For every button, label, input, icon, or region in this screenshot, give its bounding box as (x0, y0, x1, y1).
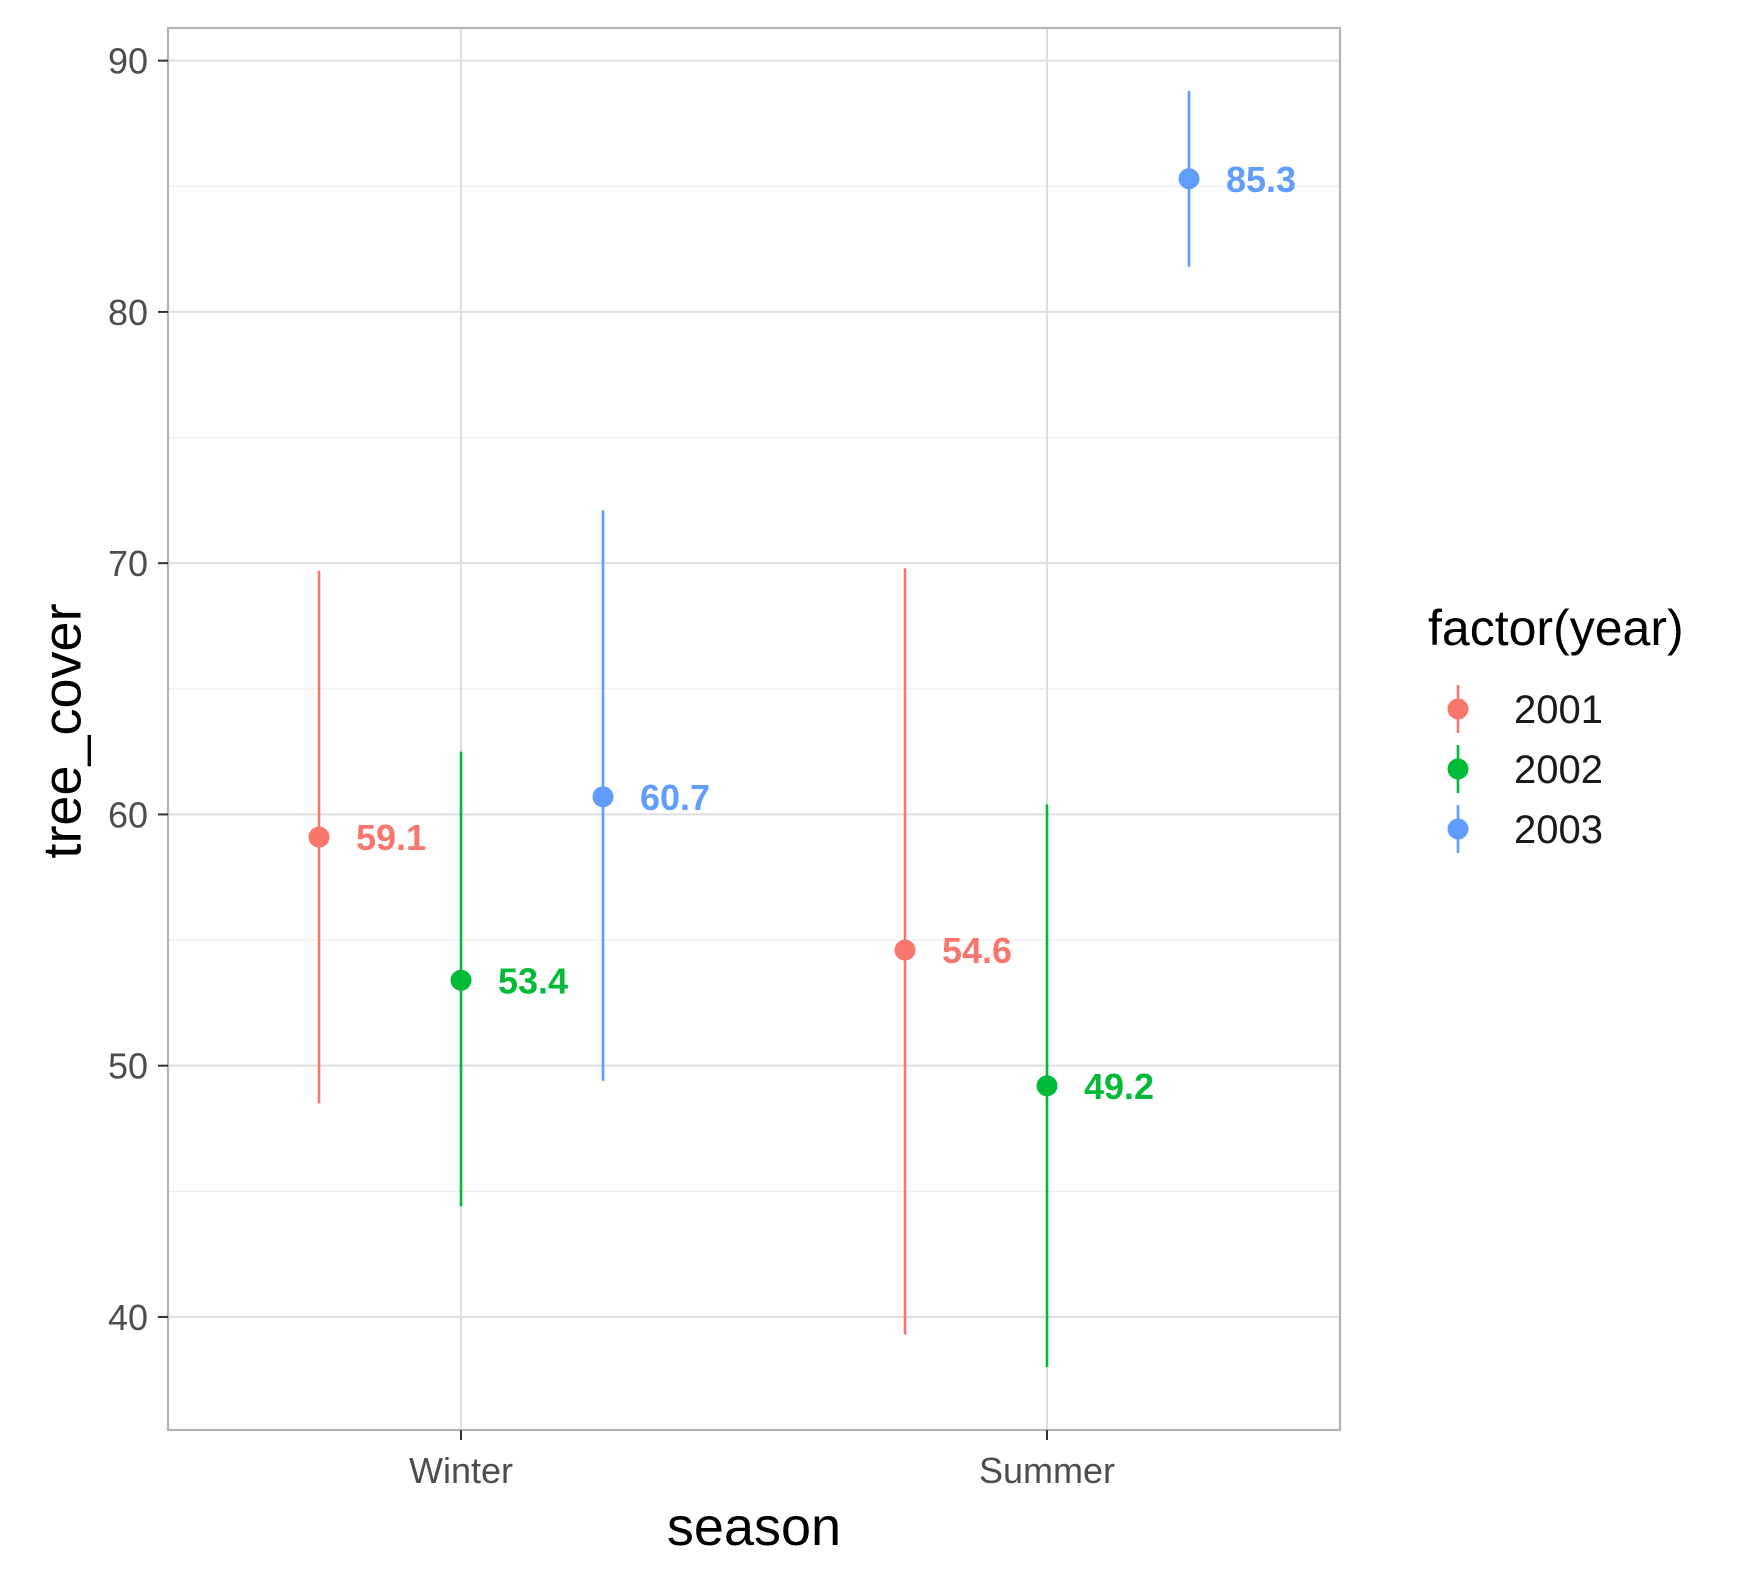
legend-key-point-2002 (1447, 758, 1469, 780)
data-label-2003-summer: 85.3 (1226, 159, 1296, 200)
data-label-2002-summer: 49.2 (1084, 1066, 1154, 1107)
point-2001-winter (308, 826, 330, 848)
legend-key-point-2001 (1447, 698, 1469, 720)
x-tick-label: Winter (409, 1450, 513, 1491)
axes: 40 50 60 70 80 90 Winter Summer (108, 41, 1115, 1491)
legend-label-2003: 2003 (1514, 808, 1603, 852)
y-tick-label: 80 (108, 292, 148, 333)
point-2002-summer (1036, 1075, 1058, 1097)
data-label-2001-summer: 54.6 (942, 930, 1012, 971)
legend-label-2002: 2002 (1514, 748, 1603, 792)
data-label-2002-winter: 53.4 (498, 960, 568, 1001)
x-axis-title: season (667, 1497, 841, 1557)
data-label-2003-winter: 60.7 (640, 777, 710, 818)
y-tick-label: 90 (108, 41, 148, 82)
legend-key-point-2003 (1447, 818, 1469, 840)
point-2002-winter (450, 969, 472, 991)
legend-label-2001: 2001 (1514, 688, 1603, 732)
point-2001-summer (894, 939, 916, 961)
y-tick-label: 40 (108, 1297, 148, 1338)
y-tick-label: 50 (108, 1046, 148, 1087)
legend: factor(year) 2001 2002 2003 (1428, 600, 1684, 853)
x-tick-label: Summer (979, 1450, 1115, 1491)
y-tick-label: 70 (108, 543, 148, 584)
y-axis-title: tree_cover (32, 603, 92, 858)
minor-gridlines (168, 185, 1340, 1192)
pointrange-marks: 59.1 54.6 53.4 49.2 60.7 85.3 (308, 90, 1296, 1368)
legend-title: factor(year) (1428, 600, 1684, 656)
major-gridlines (168, 28, 1340, 1430)
point-2003-winter (592, 786, 614, 808)
point-2003-summer (1178, 168, 1200, 190)
data-label-2001-winter: 59.1 (356, 817, 426, 858)
plot-panel-border (166, 26, 1342, 1432)
y-tick-label: 60 (108, 794, 148, 835)
